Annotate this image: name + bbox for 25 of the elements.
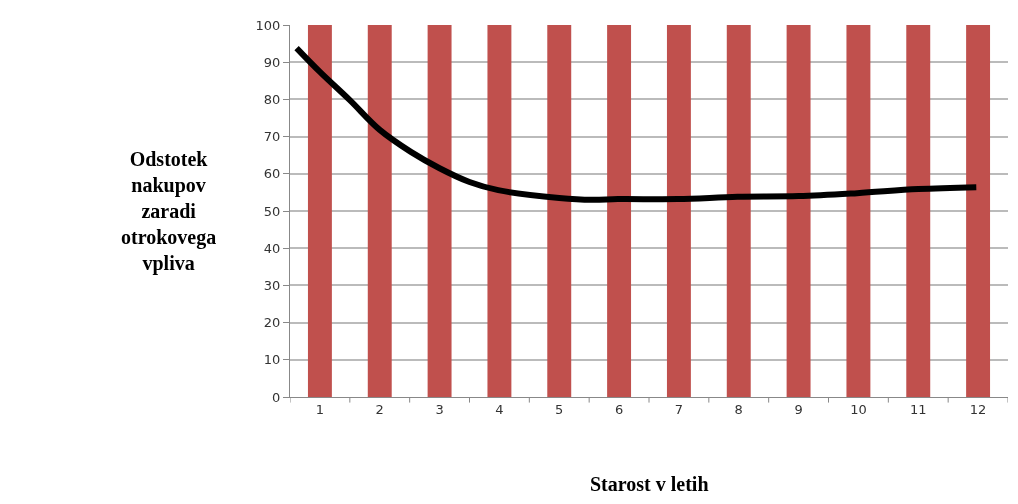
y-tick-label: 30: [263, 277, 281, 293]
y-tick-label: 70: [263, 129, 281, 145]
y-tick-label: 100: [255, 17, 281, 33]
x-tick-label: 10: [850, 401, 867, 417]
y-tick-label: 60: [263, 166, 281, 182]
x-tick-label: 7: [674, 401, 684, 417]
x-tick-label: 4: [495, 401, 504, 417]
x-axis-title: Starost v letih: [590, 473, 709, 495]
y-axis-title: Odstotek nakupov zaradi otrokovega vpliva: [121, 148, 217, 275]
x-tick-label: 12: [969, 401, 987, 417]
y-tick-label: 20: [263, 315, 281, 331]
y-tick-label: 80: [263, 91, 281, 107]
x-tick-label: 6: [614, 401, 624, 417]
y-tick-label: 90: [263, 54, 281, 70]
y-tick-label: 40: [263, 240, 281, 256]
y-tick-label: 10: [263, 352, 281, 368]
x-tick-label: 3: [435, 401, 444, 417]
x-tick-label: 11: [909, 401, 927, 417]
x-tick-label: 2: [375, 401, 384, 417]
x-tick-label: 5: [555, 401, 564, 417]
x-tick-label: 8: [734, 401, 743, 417]
x-tick-label: 1: [315, 401, 325, 417]
x-tick-label: 9: [794, 401, 803, 417]
y-tick-label: 0: [272, 389, 281, 405]
y-tick-label: 50: [263, 203, 281, 219]
